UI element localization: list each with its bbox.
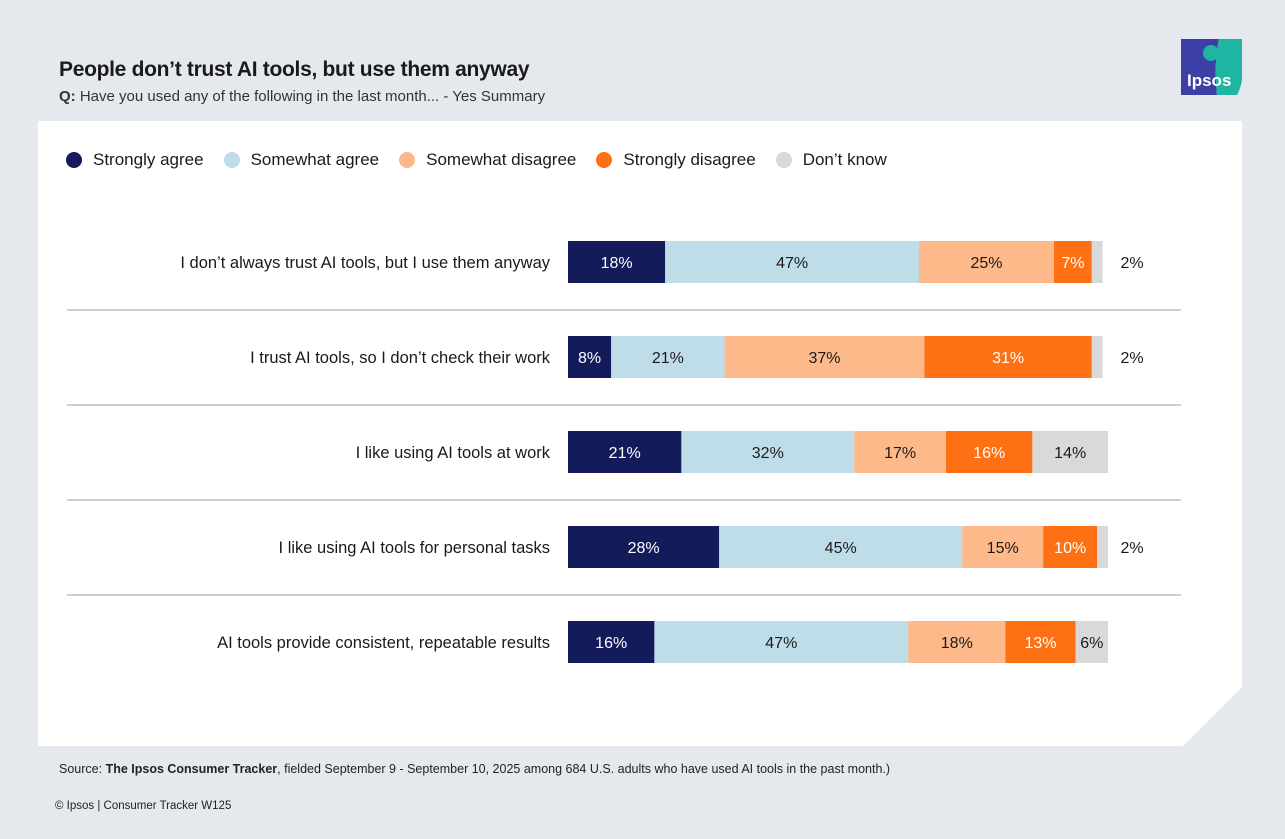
data-label: 16% xyxy=(973,445,1005,462)
data-label: 14% xyxy=(1054,445,1086,462)
legend-item: Strongly agree xyxy=(66,150,204,170)
bar-segment xyxy=(568,621,655,663)
data-label: 25% xyxy=(970,255,1002,272)
category-label: I trust AI tools, so I don’t check their… xyxy=(250,349,551,367)
data-label: 16% xyxy=(595,635,627,652)
legend-item: Strongly disagree xyxy=(596,150,756,170)
bar-segment xyxy=(924,336,1092,378)
category-label: AI tools provide consistent, repeatable … xyxy=(217,634,550,652)
legend-item: Somewhat disagree xyxy=(399,150,576,170)
bar-segment xyxy=(719,526,963,568)
question-label: Q: xyxy=(59,88,76,105)
data-label: 28% xyxy=(628,540,660,557)
bar-segment xyxy=(1091,336,1103,378)
bar-segment xyxy=(681,431,855,473)
data-label: 21% xyxy=(652,350,684,367)
source-note: Source: The Ipsos Consumer Tracker, fiel… xyxy=(59,762,890,776)
bar-segment xyxy=(962,526,1044,568)
bar-segment xyxy=(568,431,682,473)
legend-swatch xyxy=(596,152,613,168)
bar-segment xyxy=(854,431,946,473)
bar-segment xyxy=(1043,526,1098,568)
chart-title: People don’t trust AI tools, but use the… xyxy=(59,58,530,81)
category-label: I don’t always trust AI tools, but I use… xyxy=(180,254,550,272)
data-label: 6% xyxy=(1080,635,1103,652)
data-label: 37% xyxy=(808,350,840,367)
bar-segment xyxy=(568,336,612,378)
question-text: Q: Have you used any of the following in… xyxy=(59,88,545,105)
bar-segment xyxy=(908,621,1006,663)
legend-item: Don’t know xyxy=(775,150,887,170)
bar-segment xyxy=(1054,241,1092,283)
ipsos-logo: Ipsos xyxy=(1181,39,1242,95)
data-label: 10% xyxy=(1054,540,1086,557)
bar-segment xyxy=(568,241,666,283)
legend-label: Strongly disagree xyxy=(623,150,756,169)
data-label: 15% xyxy=(987,540,1019,557)
legend-label: Don’t know xyxy=(802,150,887,169)
data-label: 45% xyxy=(825,540,857,557)
source-name: The Ipsos Consumer Tracker xyxy=(105,762,278,776)
legend: Strongly agree Somewhat agree Somewhat dis… xyxy=(66,150,907,170)
source-detail: , fielded September 9 - September 10, 20… xyxy=(277,762,891,776)
data-label: 47% xyxy=(765,635,797,652)
question: Have you used any of the following in th… xyxy=(79,88,546,105)
copyright: © Ipsos | Consumer Tracker W125 xyxy=(55,800,232,812)
legend-swatch xyxy=(66,152,82,168)
data-label: 2% xyxy=(1120,540,1143,557)
bar-segment xyxy=(919,241,1054,283)
bar-segment xyxy=(724,336,925,378)
data-label: 47% xyxy=(776,255,808,272)
legend-swatch xyxy=(775,152,792,168)
bar-segment xyxy=(568,526,720,568)
data-label: 18% xyxy=(601,255,633,272)
data-label: 7% xyxy=(1061,255,1084,272)
bar-segment xyxy=(1005,621,1076,663)
data-label: 32% xyxy=(752,445,784,462)
data-label: 2% xyxy=(1120,350,1143,367)
legend-swatch xyxy=(223,152,240,168)
bar-segment xyxy=(1032,431,1108,473)
data-label: 8% xyxy=(578,350,601,367)
bar-segment xyxy=(654,621,909,663)
bar-segment xyxy=(1091,241,1103,283)
data-label: 13% xyxy=(1024,635,1056,652)
category-label: I like using AI tools at work xyxy=(356,444,551,462)
svg-text:Ipsos: Ipsos xyxy=(1187,71,1231,90)
bar-segment xyxy=(1075,621,1108,663)
legend-label: Strongly agree xyxy=(93,150,204,169)
legend-label: Somewhat disagree xyxy=(426,150,577,169)
bar-segment xyxy=(946,431,1033,473)
category-label: I like using AI tools for personal tasks xyxy=(279,539,550,557)
data-label: 18% xyxy=(941,635,973,652)
bar-segment xyxy=(665,241,919,283)
source-prefix: Source: xyxy=(59,762,106,776)
data-label: 31% xyxy=(992,350,1024,367)
data-label: 21% xyxy=(609,445,641,462)
bar-segment xyxy=(611,336,725,378)
legend-item: Somewhat agree xyxy=(223,150,380,170)
bar-segment xyxy=(1097,526,1108,568)
data-label: 17% xyxy=(884,445,916,462)
legend-label: Somewhat agree xyxy=(250,150,380,169)
legend-swatch xyxy=(399,152,416,168)
data-label: 2% xyxy=(1120,255,1143,272)
